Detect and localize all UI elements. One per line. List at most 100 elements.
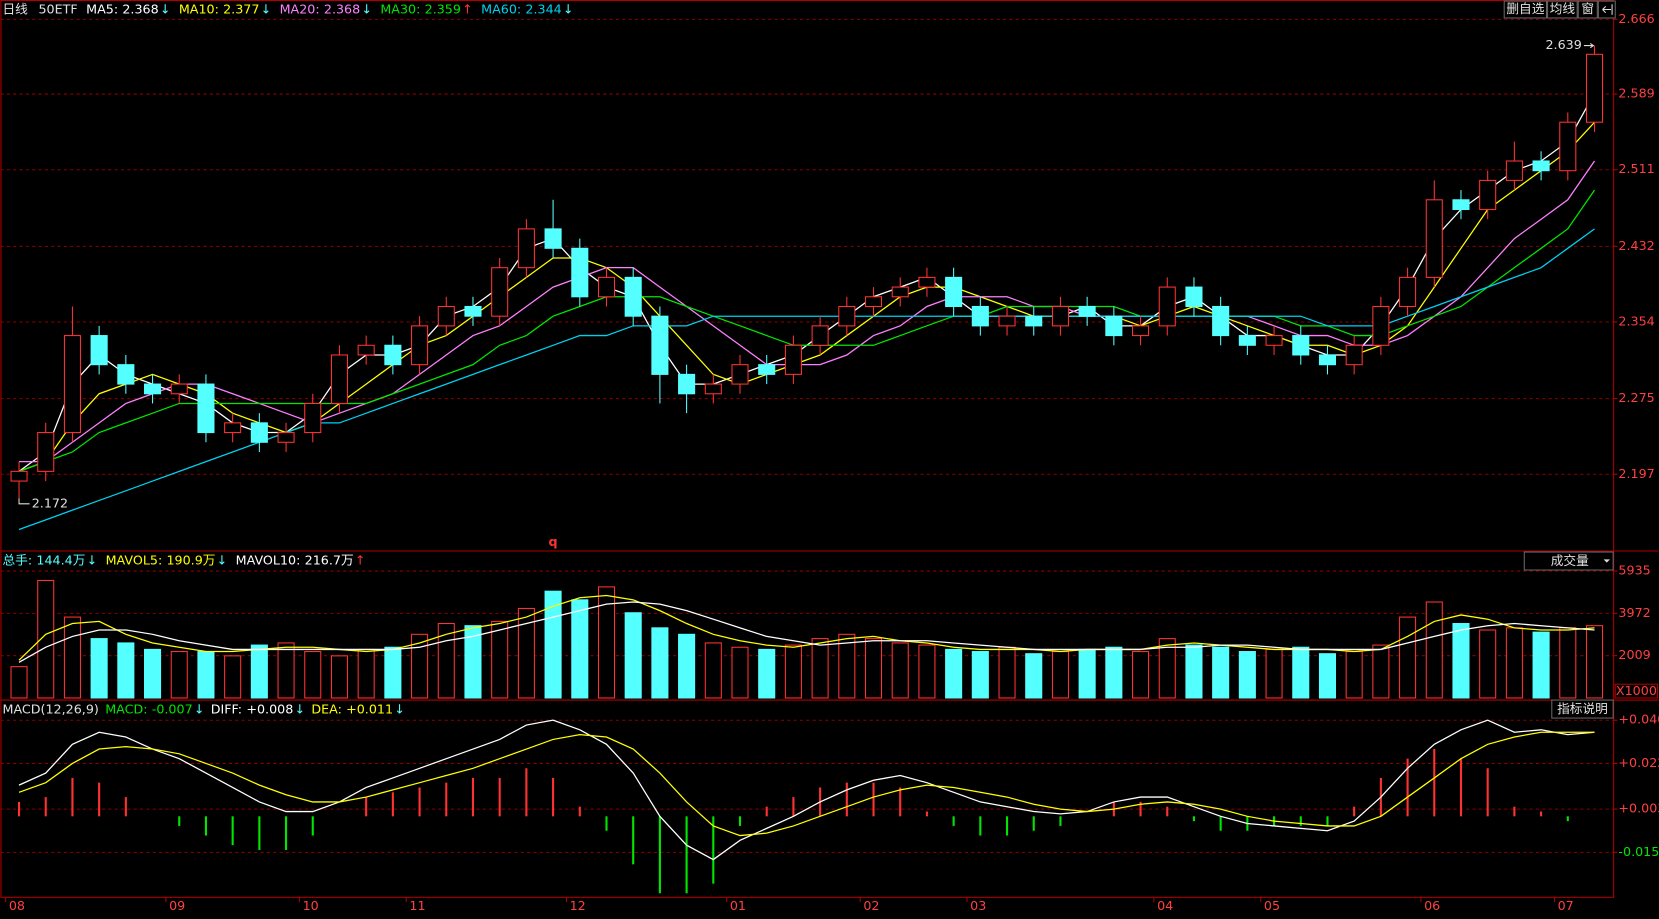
candle-body	[1292, 335, 1310, 356]
selector-label[interactable]: 成交量	[1551, 553, 1589, 568]
y-tick-label: 2.197	[1618, 466, 1654, 481]
volume-bar	[731, 646, 749, 699]
legend-text: ↑	[462, 1, 473, 16]
candle-body	[1265, 335, 1283, 346]
line	[18, 731, 1595, 837]
button[interactable]	[1577, 0, 1598, 19]
volume-bar	[384, 646, 402, 699]
line	[18, 719, 1595, 861]
candle-body	[731, 364, 749, 385]
volume-bar	[277, 642, 295, 699]
volume-bar	[357, 648, 375, 699]
candle-body	[491, 267, 509, 317]
candle-body	[1425, 199, 1443, 278]
dropdown-arrow[interactable]	[1603, 559, 1610, 563]
candle-body	[651, 315, 669, 375]
button-label[interactable]: 窗	[1581, 1, 1594, 16]
candle-body	[1345, 344, 1363, 366]
button[interactable]	[1547, 0, 1578, 19]
button-label[interactable]: 均线	[1550, 1, 1576, 16]
volume-bar	[998, 646, 1016, 699]
legend-text: ↓	[260, 1, 271, 16]
candle-body	[1238, 335, 1256, 346]
button-label[interactable]: 删自选	[1506, 1, 1544, 16]
y-tick-label: +0.040	[1618, 712, 1659, 727]
volume-bar	[1532, 631, 1550, 699]
legend-text: ↓	[160, 1, 171, 16]
x-tick-label: 06	[1424, 898, 1440, 913]
legend-text: DIFF:	[211, 701, 242, 716]
candle-body	[1479, 179, 1497, 211]
volume-bar	[1025, 653, 1043, 699]
exit-icon[interactable]	[1602, 4, 1613, 15]
legend-text: 2.368	[324, 1, 360, 16]
volume-bar	[330, 655, 349, 699]
guide-button[interactable]	[1551, 699, 1614, 719]
legend-text: ↓	[86, 552, 97, 567]
y-tick-label: +0.003	[1618, 801, 1659, 816]
volume-bar	[170, 651, 188, 699]
low-label: 2.172	[32, 495, 68, 510]
volume-bar	[491, 620, 509, 699]
candle-body	[1158, 286, 1176, 327]
candle-body	[1399, 276, 1417, 308]
button[interactable]	[1503, 0, 1548, 19]
legend: 日线 50ETF MA5: 2.368↓ MA10: 2.377↓ MA20: 2.368↓ M…	[3, 1, 574, 16]
legend-text: MAVOL5:	[106, 552, 163, 567]
volume-bar	[811, 638, 829, 699]
legend-text: MA20:	[280, 1, 320, 16]
legend-text: 2.368	[122, 1, 158, 16]
legend-text: ↓	[563, 1, 574, 16]
volume-bar	[597, 586, 616, 699]
candle-body	[197, 383, 215, 434]
legend-text: ↓	[194, 701, 205, 716]
volume-bar	[1132, 651, 1150, 699]
volume-controls: 成交量 X1000	[1523, 551, 1659, 699]
volume-bar	[63, 616, 81, 699]
legend-text: DEA:	[311, 701, 342, 716]
volume-bar	[1559, 627, 1577, 699]
volume-bar	[250, 644, 268, 699]
high-pointer	[1583, 43, 1595, 49]
candle-body	[864, 296, 883, 308]
legend-text: MA10:	[179, 1, 219, 16]
volume-bar	[544, 590, 562, 699]
y-tick-label: 2.354	[1618, 313, 1654, 328]
legend-text: 日线	[3, 1, 29, 16]
guide-label[interactable]: 指标说明	[1557, 701, 1608, 716]
line	[18, 601, 1595, 663]
volume-bar	[624, 612, 642, 699]
y-tick-label: 5935	[1618, 563, 1650, 578]
plot-frame	[0, 0, 1615, 898]
indicator-selector[interactable]	[1523, 551, 1614, 571]
volume-bar	[117, 642, 135, 699]
volume-bar	[918, 644, 936, 699]
volume-bar	[1292, 646, 1310, 699]
legend-text: 2.344	[525, 1, 561, 16]
candle-body	[678, 373, 696, 395]
volume-bar	[464, 625, 482, 699]
volume-bar	[90, 638, 108, 699]
volume-bar	[1051, 651, 1069, 699]
volume-bar	[10, 666, 28, 699]
volume-bar	[1479, 629, 1497, 699]
candle-body	[170, 383, 188, 395]
candle-body	[250, 422, 268, 443]
y-tick-label: 2.275	[1618, 390, 1654, 405]
candle-body	[891, 286, 909, 298]
y-tick-label: -0.015	[1618, 844, 1659, 859]
legend-text: 216.7万	[305, 552, 354, 567]
candle-body	[784, 344, 802, 375]
legend: MACD(12,26,9) MACD: -0.007↓ DIFF: +0.008↓ DEA…	[3, 701, 405, 716]
legend-text: 50ETF	[38, 1, 77, 16]
candle-body	[37, 432, 55, 472]
candle-body	[464, 305, 482, 317]
candle-body	[971, 305, 989, 327]
legend-text: 2.377	[223, 1, 259, 16]
candle-body	[758, 364, 776, 375]
candle-body	[544, 228, 562, 249]
candle-body	[704, 383, 722, 395]
x-tick-label: 11	[409, 898, 425, 913]
